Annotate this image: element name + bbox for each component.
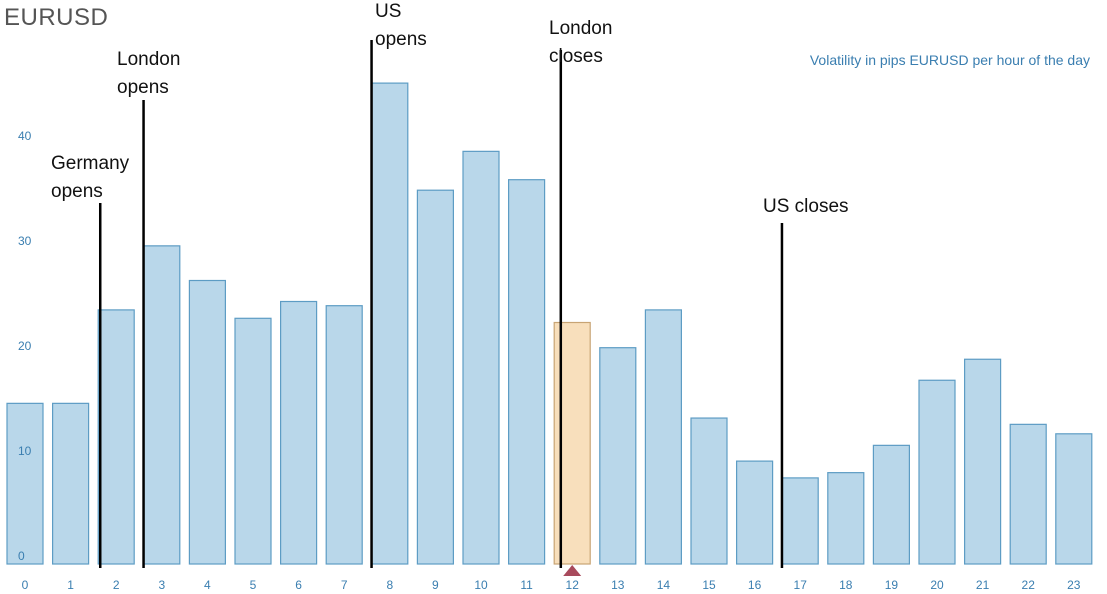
annotation-london-opens: London opens: [117, 46, 180, 102]
x-tick-19: 19: [885, 578, 899, 592]
bar-hour-20[interactable]: [918, 379, 956, 565]
annotation-germany-opens-line1: Germany: [51, 153, 130, 174]
x-axis-ticks: 0 1 2 3 4 5 6 7 8 9 10 11 12 13 14 15 16 17 18 19 20 21 22 23: [22, 578, 1081, 592]
x-tick-6: 6: [295, 578, 302, 592]
bar-hour-5[interactable]: [234, 317, 272, 565]
x-tick-5: 5: [250, 578, 257, 592]
x-tick-3: 3: [158, 578, 165, 592]
bar-hour-14[interactable]: [644, 309, 683, 565]
x-tick-10: 10: [474, 578, 488, 592]
bar-hour-13[interactable]: [599, 347, 637, 565]
y-tick-40: 40: [18, 129, 32, 143]
bar-hour-2[interactable]: [97, 309, 135, 565]
x-tick-12: 12: [566, 578, 580, 592]
x-tick-17: 17: [794, 578, 808, 592]
y-tick-10: 10: [18, 444, 32, 458]
x-tick-16: 16: [748, 578, 762, 592]
annotation-us-closes-line1: US closes: [763, 196, 849, 217]
annotation-london-opens-line1: London: [117, 49, 181, 70]
x-tick-2: 2: [113, 578, 120, 592]
annotation-us-opens-line2: opens: [375, 29, 427, 50]
selected-hour-marker[interactable]: [563, 565, 582, 576]
annotation-us-closes: US closes: [763, 193, 849, 221]
x-tick-18: 18: [839, 578, 853, 592]
x-tick-20: 20: [930, 578, 944, 592]
x-tick-22: 22: [1022, 578, 1036, 592]
annotation-london-closes-line2: closes: [549, 46, 603, 67]
bar-hour-22[interactable]: [1009, 423, 1047, 565]
bar-hour-21[interactable]: [963, 358, 1002, 565]
bar-hour-3[interactable]: [143, 245, 181, 565]
x-tick-7: 7: [341, 578, 348, 592]
bar-hour-1[interactable]: [51, 402, 90, 565]
bar-hour-16[interactable]: [735, 460, 774, 565]
y-tick-0: 0: [18, 549, 25, 563]
bars-group: [6, 82, 1093, 565]
annotation-us-opens-line1: US: [375, 1, 402, 22]
x-tick-13: 13: [611, 578, 625, 592]
annotation-lines: [98, 40, 784, 568]
bar-hour-10[interactable]: [462, 150, 500, 565]
bar-hour-9[interactable]: [416, 189, 454, 565]
chart-title: EURUSD: [4, 4, 109, 31]
y-axis-ticks: 0 10 20 30 40: [18, 129, 32, 563]
bar-hour-18[interactable]: [827, 472, 865, 565]
x-tick-9: 9: [432, 578, 439, 592]
annotation-germany-opens: Germany opens: [51, 150, 129, 206]
bar-hour-23[interactable]: [1055, 433, 1093, 565]
annotation-us-opens: US opens: [375, 0, 427, 54]
y-tick-20: 20: [18, 339, 32, 353]
x-tick-1: 1: [67, 578, 74, 592]
x-tick-8: 8: [386, 578, 393, 592]
x-tick-0: 0: [22, 578, 29, 592]
bar-hour-7[interactable]: [325, 305, 363, 565]
annotation-london-closes: London closes: [549, 15, 612, 71]
bar-hour-0[interactable]: [6, 402, 44, 565]
x-tick-11: 11: [520, 578, 533, 592]
bar-hour-19[interactable]: [872, 444, 911, 565]
annotation-london-closes-line1: London: [549, 18, 613, 39]
annotation-london-opens-line2: opens: [117, 77, 169, 98]
x-tick-14: 14: [657, 578, 671, 592]
annotation-germany-opens-line2: opens: [51, 181, 103, 202]
chart-subtitle: Volatility in pips EURUSD per hour of th…: [809, 52, 1090, 68]
x-tick-15: 15: [702, 578, 716, 592]
bar-hour-8[interactable]: [371, 82, 409, 565]
x-tick-23: 23: [1067, 578, 1081, 592]
x-tick-4: 4: [204, 578, 211, 592]
bar-hour-6[interactable]: [280, 300, 318, 565]
y-tick-30: 30: [18, 234, 32, 248]
bar-hour-17[interactable]: [781, 477, 819, 565]
bar-hour-4[interactable]: [188, 279, 226, 565]
x-tick-21: 21: [976, 578, 990, 592]
bar-hour-15[interactable]: [690, 417, 728, 565]
bar-hour-11[interactable]: [508, 179, 546, 565]
